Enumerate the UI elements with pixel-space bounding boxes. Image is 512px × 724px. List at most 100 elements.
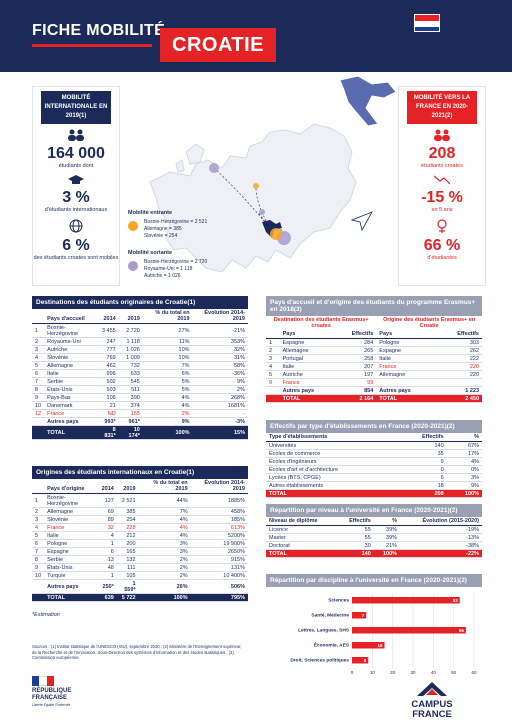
table-cell: 10 [32,571,45,580]
table-cell [32,425,45,440]
table-cell: 2 521 [116,493,139,508]
table-cell: 127 [98,493,117,508]
table-row: Autres établissements 18 9% [266,481,482,490]
table-cell [376,378,437,387]
category-label: Santé, Médecine [311,613,349,619]
table-cell: 207 [334,362,377,371]
table-cell [266,386,280,395]
table-cell: 55 [337,533,374,542]
table-cell: 208 [397,489,447,498]
table-cell: 268% [192,393,248,402]
table-cell: 5200% [190,531,248,540]
table-cell: 9% [446,481,482,490]
incoming-legend-title: Mobilité entrante [128,210,173,216]
level-table-title: Répartition par niveau à l'université en… [266,504,482,517]
table-cell: 777 [97,345,119,354]
table-row: 2 Allemagne 69 385 7% 458% [32,507,248,516]
erasmus-left-heading: Destination des étudiants Erasmus+ croat… [273,317,369,329]
incoming-item: Allemagne = 385 [144,226,182,232]
incoming-legend: Bosnie-Herzégovine = 2 521 Allemagne = 3… [128,219,228,240]
table-cell: 10% [142,353,193,362]
column-header: Type d'établissements [266,433,398,442]
category-label: Lettres, Langues, SHS [298,628,350,634]
table-cell: 4% [138,515,191,524]
establishment-table: Type d'établissements Effectifs% Universi… [266,433,482,498]
bar [352,597,460,604]
table-cell: France [376,362,437,371]
erasmus-table: Destination des étudiants Erasmus+ croat… [266,316,482,403]
table-cell: 5 [32,361,45,370]
table-cell: 32% [192,345,248,354]
table-row: 9 France 99 [266,378,482,387]
table-cell: 3% [446,473,482,482]
table-cell: 4% [138,531,191,540]
table-cell: Espagne [279,338,335,347]
table-cell: 5 [32,531,45,540]
table-cell: Écoles d'art et d'architecture [266,465,398,474]
column-header: Effectifs [337,517,374,526]
country-title: CROATIE [160,28,277,62]
table-row: TOTAL 208 100% [266,489,482,498]
column-header: Pays [279,330,335,339]
table-cell: 303 [436,338,482,347]
france-mobility-badge: MOBILITÉ VERS LA FRANCE EN 2020-2021(2) [407,91,477,124]
table-cell: 8 831* [97,425,119,440]
table-row: 1 Bosnie-Herzégovine 3 455 2 720 27% -21% [32,323,248,338]
total-students-label: étudiants dont [58,163,94,169]
table-cell: 4 [98,531,117,540]
column-header: 2019 [116,479,139,494]
table-cell: 8 [32,555,45,564]
table-row: Autres pays 854 Autres pays 1 223 [266,386,482,395]
table-cell: 1 [32,493,45,508]
table-cell: 254 [116,515,139,524]
table-cell: 1 009 [118,353,143,362]
table-cell: 6% [142,369,193,378]
table-cell: 10 174* [118,425,143,440]
erasmus-right-heading: Origine des étudiants Erasmus+ en Croati… [383,317,476,329]
table-cell: 3 [32,345,45,354]
column-header: Évolution (2015-2020) [400,517,482,526]
table-cell: 462 [97,361,119,370]
table-cell: 27% [142,323,193,338]
table-cell: 633 [118,369,143,378]
column-header [32,479,45,494]
column-header: 2014 [98,479,117,494]
table-row: Écoles de commerce 35 17% [266,449,482,458]
table-cell: ND [97,409,119,418]
table-row: 12 France ND 155 2% - [32,409,248,418]
table-cell: -13% [400,533,482,542]
table-cell: Autriche [44,345,98,354]
table-row: Licence 55 39% -19% [266,525,482,534]
table-row: Autres pays 250* 1 559* 26% 506% [32,579,248,594]
table-cell: 1 026 [118,345,143,354]
table-cell: 732 [118,361,143,370]
table-cell: 961* [118,417,143,426]
table-cell: 915% [190,555,248,564]
table-cell: 155 [118,409,143,418]
table-cell [436,378,482,387]
table-cell: 3 [266,354,280,363]
table-cell: -3% [192,417,248,426]
table-cell: Slovénie [44,515,99,524]
table-cell: États-Unis [44,385,98,394]
establishment-table-title: Effectifs par type d'établissements en F… [266,420,482,433]
table-cell: 197 [334,370,377,379]
table-cell: France [44,409,98,418]
table-cell: 2 164 [334,394,377,403]
table-row: 1 Espagne 284 Pologne 303 [266,338,482,347]
table-cell: 374 [118,401,143,410]
table-cell: 220 [436,370,482,379]
table-cell: 0 [397,465,447,474]
destinations-table-section: Destinations des étudiants originaires d… [32,296,248,440]
rf-line2: FRANÇAISE [32,695,68,701]
table-row: 6 Italie 996 633 6% -36% [32,369,248,378]
table-cell: 258 [334,354,377,363]
table-row: Écoles d'art et d'architecture 0 0% [266,465,482,474]
erasmus-table-title: Pays d'accueil et d'origine des étudiant… [266,296,482,316]
table-cell: 511 [118,385,143,394]
table-row: 4 Italie 207 France 220 [266,362,482,371]
data-label: 53 [453,598,459,603]
outgoing-item: Royaume-Uni = 1 118 [144,266,193,272]
table-cell: 385 [116,507,139,516]
table-cell: TOTAL [376,394,437,403]
